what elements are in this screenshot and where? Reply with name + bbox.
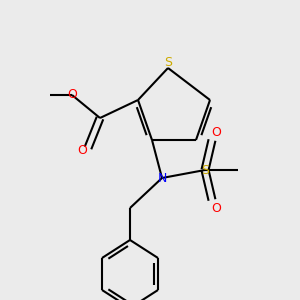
Text: O: O xyxy=(211,202,221,214)
Text: S: S xyxy=(164,56,172,70)
Text: O: O xyxy=(211,125,221,139)
Text: O: O xyxy=(67,88,77,101)
Text: O: O xyxy=(77,143,87,157)
Text: S: S xyxy=(201,164,209,176)
Text: N: N xyxy=(157,172,167,184)
